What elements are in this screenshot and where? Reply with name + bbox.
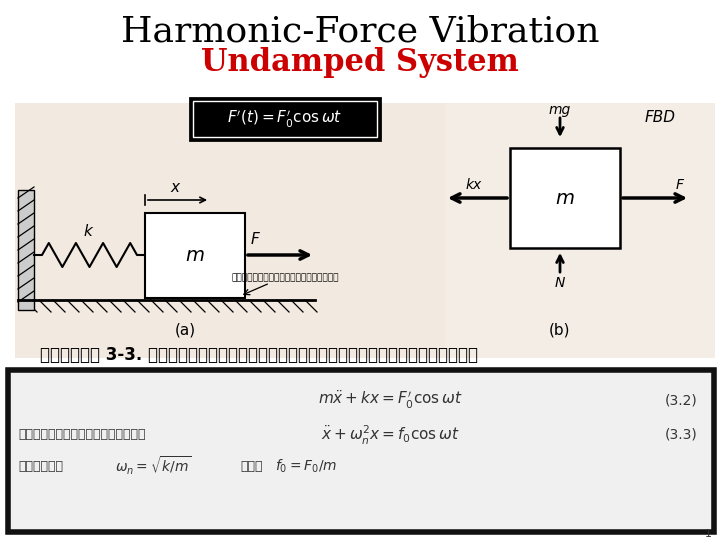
- Text: F: F: [251, 233, 259, 247]
- Text: รูปที่ 3-3. แบบจำลองกายภาพของการสั่นแบบบังคับ: รูปที่ 3-3. แบบจำลองกายภาพของการสั่นแบบบ…: [40, 346, 478, 364]
- Text: m: m: [556, 188, 575, 207]
- Text: (3.2): (3.2): [665, 393, 698, 407]
- Text: โดยที่: โดยที่: [18, 460, 63, 472]
- Bar: [445, 103, 715, 358]
- Text: x: x: [171, 179, 179, 194]
- Text: 1: 1: [705, 529, 712, 539]
- Bar: [15, 103, 445, 358]
- Text: kx: kx: [466, 178, 482, 192]
- Bar: [18, 190, 34, 310]
- Text: $\ddot{x} + \omega_n^2 x = f_0 \cos\omega t$: $\ddot{x} + \omega_n^2 x = f_0 \cos\omeg…: [320, 423, 459, 447]
- Bar: [190, 98, 380, 140]
- Text: k: k: [84, 225, 92, 240]
- Text: $f_0 = F_0/m$: $f_0 = F_0/m$: [275, 457, 337, 475]
- Text: (a): (a): [174, 322, 196, 338]
- Text: $\omega_n = \sqrt{k/m}$: $\omega_n = \sqrt{k/m}$: [115, 455, 192, 477]
- Text: FBD: FBD: [644, 111, 675, 125]
- Text: และ: และ: [240, 460, 263, 472]
- Text: m: m: [186, 246, 204, 265]
- Text: Undamped System: Undamped System: [201, 46, 519, 78]
- Text: N: N: [555, 276, 565, 290]
- Text: $F^{\prime}(t) = F_0^{\prime} \cos\omega t$: $F^{\prime}(t) = F_0^{\prime} \cos\omega…: [228, 109, 343, 130]
- Text: พื้นไม่มีแรงเสียดทาน: พื้นไม่มีแรงเสียดทาน: [231, 273, 338, 282]
- Text: (b): (b): [549, 322, 571, 338]
- Text: mg: mg: [549, 103, 571, 117]
- Bar: [8, 370, 714, 532]
- Text: F: F: [676, 178, 684, 192]
- Text: หรือจัดรูปใหม่ได้: หรือจัดรูปใหม่ได้: [18, 429, 145, 442]
- Text: $m\ddot{x} + kx = F_0^{\prime} \cos\omega t$: $m\ddot{x} + kx = F_0^{\prime} \cos\omeg…: [318, 389, 462, 411]
- Bar: [145, 213, 245, 298]
- Text: Harmonic-Force Vibration: Harmonic-Force Vibration: [121, 15, 599, 49]
- Bar: [193, 101, 377, 137]
- Bar: [510, 148, 620, 248]
- Text: (3.3): (3.3): [665, 428, 698, 442]
